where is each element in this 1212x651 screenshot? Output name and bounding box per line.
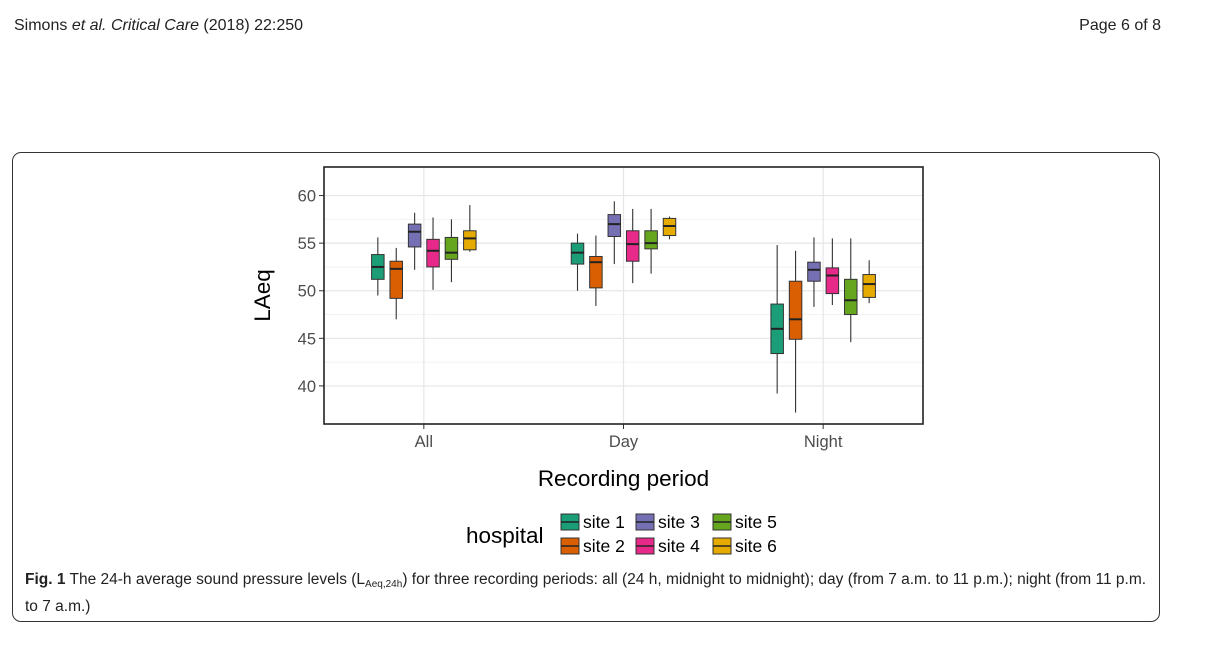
figure-frame [12,152,1160,622]
box-site-3-night [807,261,821,282]
y-axis-title: LAeq [250,269,275,322]
box-site-5-day [644,230,658,250]
header-citation: (2018) 22:250 [203,17,304,34]
box-site-4-all [426,238,440,268]
box-site-5-night [844,278,858,316]
x-tick-label: Night [804,433,843,451]
y-tick-label: 55 [298,235,316,253]
x-tick-label: Day [609,433,639,451]
y-tick-label: 60 [298,188,316,206]
box-site-2-night [788,280,803,340]
x-axis-title: Recording period [538,466,709,491]
plot-border [323,166,924,425]
legend-title: hospital [466,523,544,548]
box-site-2-all [389,260,403,299]
caption-subscript: Aeq,24h [365,579,403,590]
legend-label: site 5 [735,512,777,532]
legend-label: site 3 [658,512,700,532]
y-tick-label: 45 [298,330,316,348]
box-site-4-day [625,230,640,262]
box-site-3-day [607,214,622,237]
box-site-4-night [825,267,840,295]
box-site-5-all [444,236,459,260]
y-tick-label: 50 [298,283,316,301]
y-tick-label: 40 [298,378,316,396]
caption-text-2: ) for three recording periods: all (24 h… [25,571,1147,615]
header-authors: Simons [14,17,68,34]
running-head-left: Simons et al. Critical Care (2018) 22:25… [14,17,303,35]
legend-label: site 2 [583,536,625,556]
page-number: Page 6 of 8 [1079,17,1161,34]
header-journal: Critical Care [110,17,199,34]
caption-text-1: The 24-h average sound pressure levels (… [69,571,366,588]
legend-label: site 4 [658,536,700,556]
figure-caption: Fig. 1 The 24-h average sound pressure l… [25,569,1150,618]
legend-label: site 1 [583,512,625,532]
box-site-6-all [463,230,477,251]
caption-label: Fig. 1 [25,571,66,588]
box-site-6-night [862,274,876,298]
box-site-3-all [407,223,422,248]
box-site-2-day [589,255,603,289]
header-etal: et al. [71,17,107,34]
legend-label: site 6 [735,536,777,556]
x-tick-label: All [415,433,433,451]
